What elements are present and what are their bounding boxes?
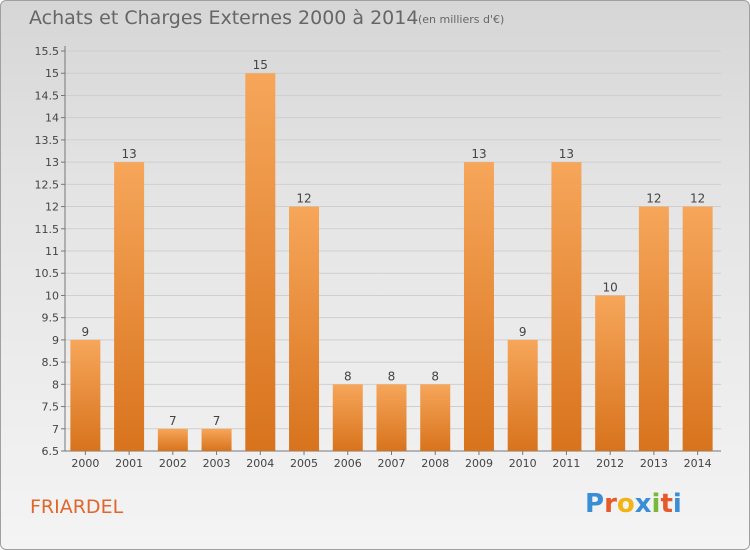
y-tick-label: 7.5 <box>42 401 60 414</box>
x-tick-label-2009: 2009 <box>465 457 493 470</box>
bar-2000 <box>70 339 101 451</box>
bar-2006 <box>332 384 363 451</box>
y-tick-label: 9.5 <box>42 312 60 325</box>
bar-2013 <box>638 206 669 451</box>
value-label-2013: 12 <box>646 192 661 206</box>
y-tick-label: 15 <box>45 67 59 80</box>
x-tick-label-2005: 2005 <box>290 457 318 470</box>
y-tick-label: 7 <box>52 423 59 436</box>
chart-title: Achats et Charges Externes 2000 à 2014 <box>29 7 419 29</box>
logo-letter: i <box>672 489 682 519</box>
bar-2009 <box>463 162 494 451</box>
x-tick-label-2011: 2011 <box>552 457 580 470</box>
y-tick-label: 11.5 <box>35 223 60 236</box>
bar-2012 <box>595 295 626 451</box>
x-tick-label-2012: 2012 <box>596 457 624 470</box>
value-label-2000: 9 <box>82 325 90 339</box>
logo-letter: r <box>604 489 617 519</box>
y-tick-label: 13.5 <box>35 134 60 147</box>
y-tick-label: 15.5 <box>35 45 60 58</box>
x-tick-label-2006: 2006 <box>334 457 362 470</box>
value-label-2008: 8 <box>431 369 439 383</box>
commune-name: FRIARDEL <box>30 496 124 518</box>
y-tick-label: 6.5 <box>42 445 60 458</box>
bar-2011 <box>551 162 582 451</box>
x-tick-label-2002: 2002 <box>159 457 187 470</box>
x-tick-label-2007: 2007 <box>378 457 406 470</box>
value-label-2014: 12 <box>690 192 705 206</box>
value-label-2010: 9 <box>519 325 527 339</box>
x-tick-label-2008: 2008 <box>421 457 449 470</box>
y-tick-label: 13 <box>45 156 59 169</box>
x-tick-label-2000: 2000 <box>71 457 99 470</box>
value-label-2002: 7 <box>169 414 177 428</box>
bar-2007 <box>376 384 407 451</box>
y-tick-label: 8 <box>52 378 59 391</box>
value-label-2007: 8 <box>388 369 396 383</box>
bar-2008 <box>420 384 451 451</box>
bar-2003 <box>201 428 232 451</box>
logo-letter: P <box>585 489 605 519</box>
x-tick-label-2014: 2014 <box>684 457 712 470</box>
y-tick-label: 10 <box>45 289 59 302</box>
x-tick-label-2010: 2010 <box>509 457 537 470</box>
value-label-2011: 13 <box>559 147 574 161</box>
y-tick-label: 12 <box>45 201 59 214</box>
bar-2001 <box>114 162 145 451</box>
value-label-2001: 13 <box>121 147 136 161</box>
x-tick-label-2004: 2004 <box>246 457 274 470</box>
value-label-2005: 12 <box>296 192 311 206</box>
value-label-2012: 10 <box>603 280 618 294</box>
y-tick-label: 11 <box>45 245 59 258</box>
value-label-2003: 7 <box>213 414 221 428</box>
logo-letter: x <box>634 489 652 519</box>
logo-letter: t <box>660 489 673 519</box>
x-tick-label-2003: 2003 <box>203 457 231 470</box>
logo-letter: i <box>651 489 661 519</box>
y-tick-label: 9 <box>52 334 59 347</box>
logo-letter: o <box>616 489 635 519</box>
bar-2004 <box>245 73 276 451</box>
bar-2014 <box>682 206 713 451</box>
bar-2010 <box>507 339 538 451</box>
chart-subtitle: (en milliers d'€) <box>418 13 505 26</box>
x-tick-label-2013: 2013 <box>640 457 668 470</box>
y-tick-label: 10.5 <box>35 267 60 280</box>
value-label-2004: 15 <box>253 58 268 72</box>
bar-2002 <box>157 428 188 451</box>
y-tick-label: 12.5 <box>35 178 60 191</box>
y-tick-label: 14 <box>45 112 59 125</box>
bar-2005 <box>289 206 320 451</box>
y-tick-label: 8.5 <box>42 356 60 369</box>
value-label-2006: 8 <box>344 369 352 383</box>
x-tick-label-2001: 2001 <box>115 457 143 470</box>
proxiti-logo: Proxiti <box>585 489 682 519</box>
value-label-2009: 13 <box>471 147 486 161</box>
y-tick-label: 14.5 <box>35 89 60 102</box>
